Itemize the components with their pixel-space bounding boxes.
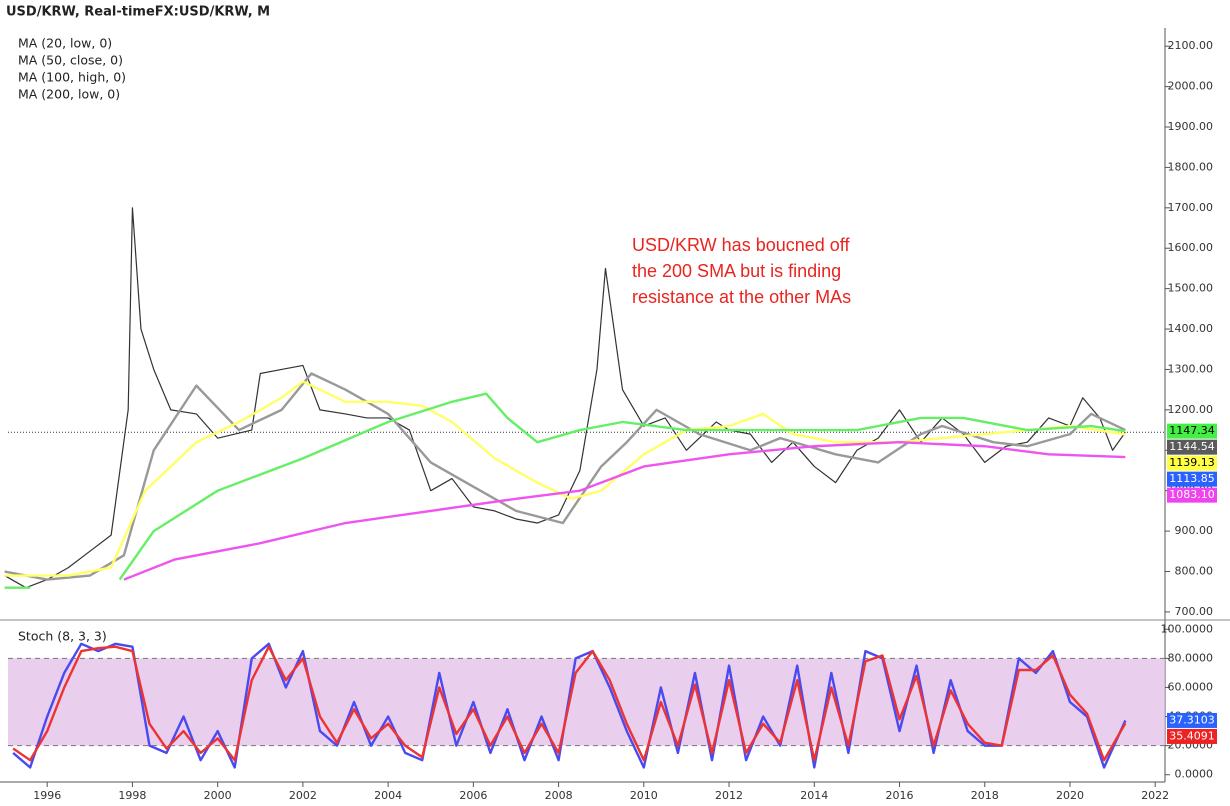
y-tick-label: 0.0000 (1175, 768, 1214, 781)
x-tick-label: 1998 (118, 789, 146, 802)
x-tick-label: 2004 (374, 789, 402, 802)
price-tag-label: 1144.54 (1169, 440, 1215, 453)
indicator-label: MA (50, close, 0) (18, 53, 123, 68)
x-tick-label: 2010 (630, 789, 658, 802)
price-tag-label: 1083.10 (1169, 488, 1215, 501)
x-tick-label: 2012 (715, 789, 743, 802)
y-tick-label: 1800.00 (1168, 160, 1214, 173)
x-tick-label: 2020 (1056, 789, 1084, 802)
indicator-label: MA (100, high, 0) (18, 70, 126, 85)
y-tick-label: 700.00 (1175, 605, 1214, 618)
indicator-label: MA (20, low, 0) (18, 36, 112, 51)
x-tick-label: 2000 (204, 789, 232, 802)
chart-header: USD/KRW, Real-timeFX:USD/KRW, M (6, 5, 270, 20)
series-line (4, 380, 1126, 577)
y-tick-label: 100.0000 (1161, 622, 1214, 635)
price-tag (1167, 712, 1217, 728)
y-tick-label: 2100.00 (1168, 39, 1214, 52)
y-tick-label: 1400.00 (1168, 322, 1214, 335)
x-tick-label: 2014 (800, 789, 828, 802)
y-tick-label: 1700.00 (1168, 201, 1214, 214)
x-tick-label: 2016 (886, 789, 914, 802)
y-tick-label: 60.0000 (1168, 680, 1214, 693)
price-tag (1167, 487, 1217, 503)
y-tick-label: 900.00 (1175, 524, 1214, 537)
price-tag-label: 1113.85 (1169, 472, 1215, 485)
price-tag (1167, 471, 1217, 487)
stoch-band (8, 658, 1165, 746)
price-tag (1167, 423, 1217, 439)
x-tick-label: 2022 (1141, 789, 1169, 802)
series-line (4, 392, 1126, 589)
indicator-label: MA (200, low, 0) (18, 87, 120, 102)
price-tag-label: 1147.34 (1169, 424, 1215, 437)
x-tick-label: 2018 (971, 789, 999, 802)
annotation: resistance at the other MAs (632, 287, 851, 307)
price-tag-label: 1139.13 (1169, 456, 1215, 469)
annotation: USD/KRW has boucned off (632, 235, 850, 255)
y-tick-label: 1600.00 (1168, 241, 1214, 254)
y-tick-label: 1300.00 (1168, 362, 1214, 375)
price-tag-label: 37.3103 (1169, 713, 1215, 726)
y-tick-label: 1500.00 (1168, 282, 1214, 295)
series-line (123, 440, 1126, 581)
series-line (12, 645, 1127, 762)
price-tag (1167, 439, 1217, 455)
price-tag (1167, 455, 1217, 471)
y-tick-label: 800.00 (1175, 565, 1214, 578)
y-tick-label: 1200.00 (1168, 403, 1214, 416)
x-tick-label: 1996 (33, 789, 61, 802)
annotation: the 200 SMA but is finding (632, 261, 841, 281)
stoch-title: Stoch (8, 3, 3) (18, 629, 107, 644)
y-tick-label: 2000.00 (1168, 80, 1214, 93)
y-tick-label: 1900.00 (1168, 120, 1214, 133)
y-tick-label: 80.0000 (1168, 651, 1214, 664)
x-tick-label: 2008 (545, 789, 573, 802)
price-tag-label: 35.4091 (1169, 729, 1215, 742)
price-tag (1167, 728, 1217, 744)
x-tick-label: 2006 (459, 789, 487, 802)
x-tick-label: 2002 (289, 789, 317, 802)
